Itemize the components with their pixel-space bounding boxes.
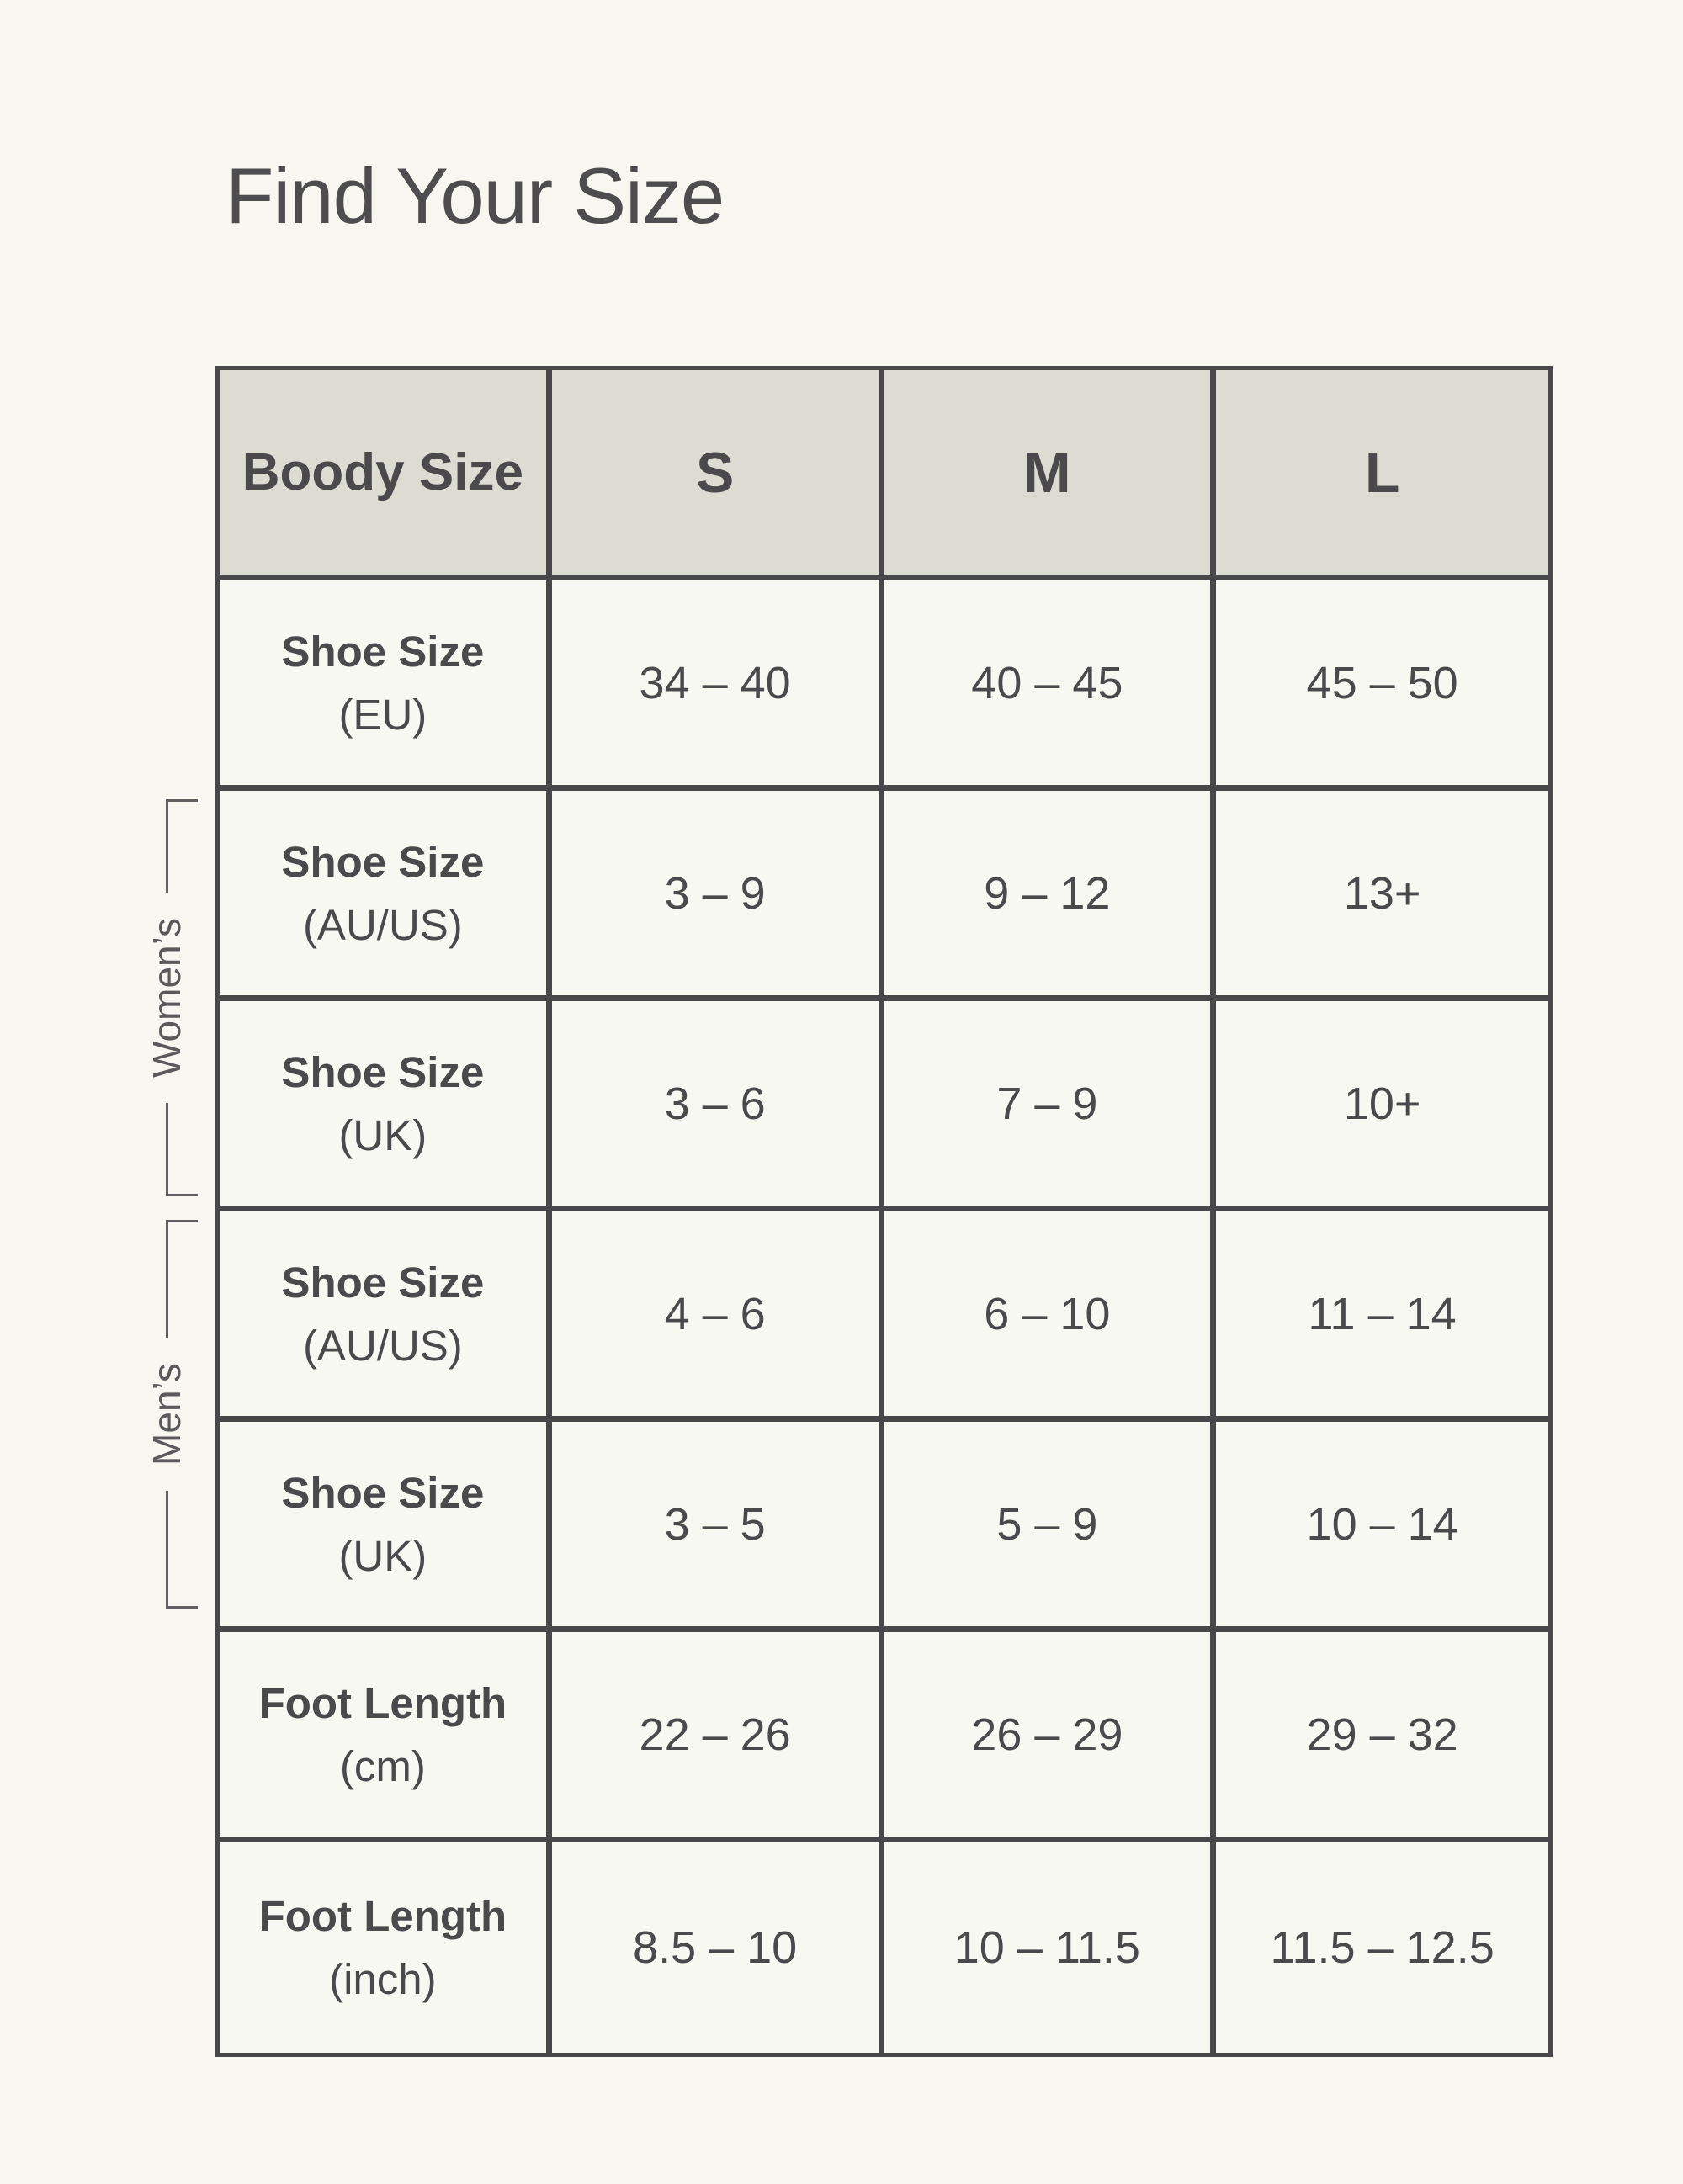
table-row-shoe-size-auus-mens: Shoe Size (AU/US) 4 – 6 6 – 10 11 – 14 [220,1211,1548,1422]
cell-value-l: 29 – 32 [1216,1632,1548,1842]
row-label: Shoe Size [281,1258,485,1307]
row-label-cell: Shoe Size (EU) [220,580,552,791]
row-sublabel: (EU) [338,690,427,739]
row-label-cell: Foot Length (cm) [220,1632,552,1842]
table-row-foot-length-inch: Foot Length (inch) 8.5 – 10 10 – 11.5 11… [220,1842,1548,2053]
cell-value-l: 11.5 – 12.5 [1216,1842,1548,2053]
cell-value-l: 13+ [1216,791,1548,1001]
header-row: Boody Size S M L [220,370,1548,580]
cell-value-m: 26 – 29 [884,1632,1217,1842]
cell-value-s: 34 – 40 [551,580,884,791]
row-label: Foot Length [258,1678,507,1727]
table-row-shoe-size-uk-mens: Shoe Size (UK) 3 – 5 5 – 9 10 – 14 [220,1422,1548,1632]
cell-value-l: 45 – 50 [1216,580,1548,791]
row-label-cell: Shoe Size (AU/US) [220,1211,552,1422]
row-label-cell: Shoe Size (UK) [220,1422,552,1632]
cell-value-m: 9 – 12 [884,791,1217,1001]
row-sublabel: (AU/US) [302,900,463,949]
cell-value-s: 4 – 6 [551,1211,884,1422]
header-cell-size-s: S [551,370,884,580]
table-row-shoe-size-uk-womens: Shoe Size (UK) 3 – 6 7 – 9 10+ [220,1001,1548,1211]
cell-value-s: 22 – 26 [551,1632,884,1842]
cell-value-m: 40 – 45 [884,580,1217,791]
row-label: Shoe Size [281,627,485,676]
header-cell-size-l: L [1216,370,1548,580]
row-label-cell: Shoe Size (AU/US) [220,791,552,1001]
size-table: Boody Size S M L Shoe Size (EU) 34 – 40 … [215,366,1553,2057]
row-sublabel: (UK) [338,1111,427,1159]
cell-value-s: 3 – 9 [551,791,884,1001]
page-title: Find Your Size [226,151,725,240]
row-label: Shoe Size [281,1047,485,1096]
cell-value-l: 11 – 14 [1216,1211,1548,1422]
row-sublabel: (UK) [338,1531,427,1580]
row-label: Shoe Size [281,837,485,886]
table-row-shoe-size-auus-womens: Shoe Size (AU/US) 3 – 9 9 – 12 13+ [220,791,1548,1001]
cell-value-m: 7 – 9 [884,1001,1217,1211]
cell-value-m: 5 – 9 [884,1422,1217,1632]
row-sublabel: (AU/US) [302,1321,463,1370]
womens-group-label: Women’s [137,892,196,1104]
header-cell-boody-size: Boody Size [220,370,552,580]
cell-value-s: 3 – 5 [551,1422,884,1632]
row-label-cell: Foot Length (inch) [220,1842,552,2053]
cell-value-m: 10 – 11.5 [884,1842,1217,2053]
table-row-shoe-size-eu: Shoe Size (EU) 34 – 40 40 – 45 45 – 50 [220,580,1548,791]
row-sublabel: (inch) [329,1955,437,2003]
row-label: Shoe Size [281,1468,485,1517]
header-cell-size-m: M [884,370,1217,580]
row-label: Foot Length [258,1892,507,1940]
cell-value-l: 10+ [1216,1001,1548,1211]
row-sublabel: (cm) [339,1741,426,1790]
row-label-cell: Shoe Size (UK) [220,1001,552,1211]
mens-group-label: Men’s [137,1338,196,1491]
cell-value-m: 6 – 10 [884,1211,1217,1422]
table-row-foot-length-cm: Foot Length (cm) 22 – 26 26 – 29 29 – 32 [220,1632,1548,1842]
cell-value-s: 8.5 – 10 [551,1842,884,2053]
cell-value-l: 10 – 14 [1216,1422,1548,1632]
cell-value-s: 3 – 6 [551,1001,884,1211]
